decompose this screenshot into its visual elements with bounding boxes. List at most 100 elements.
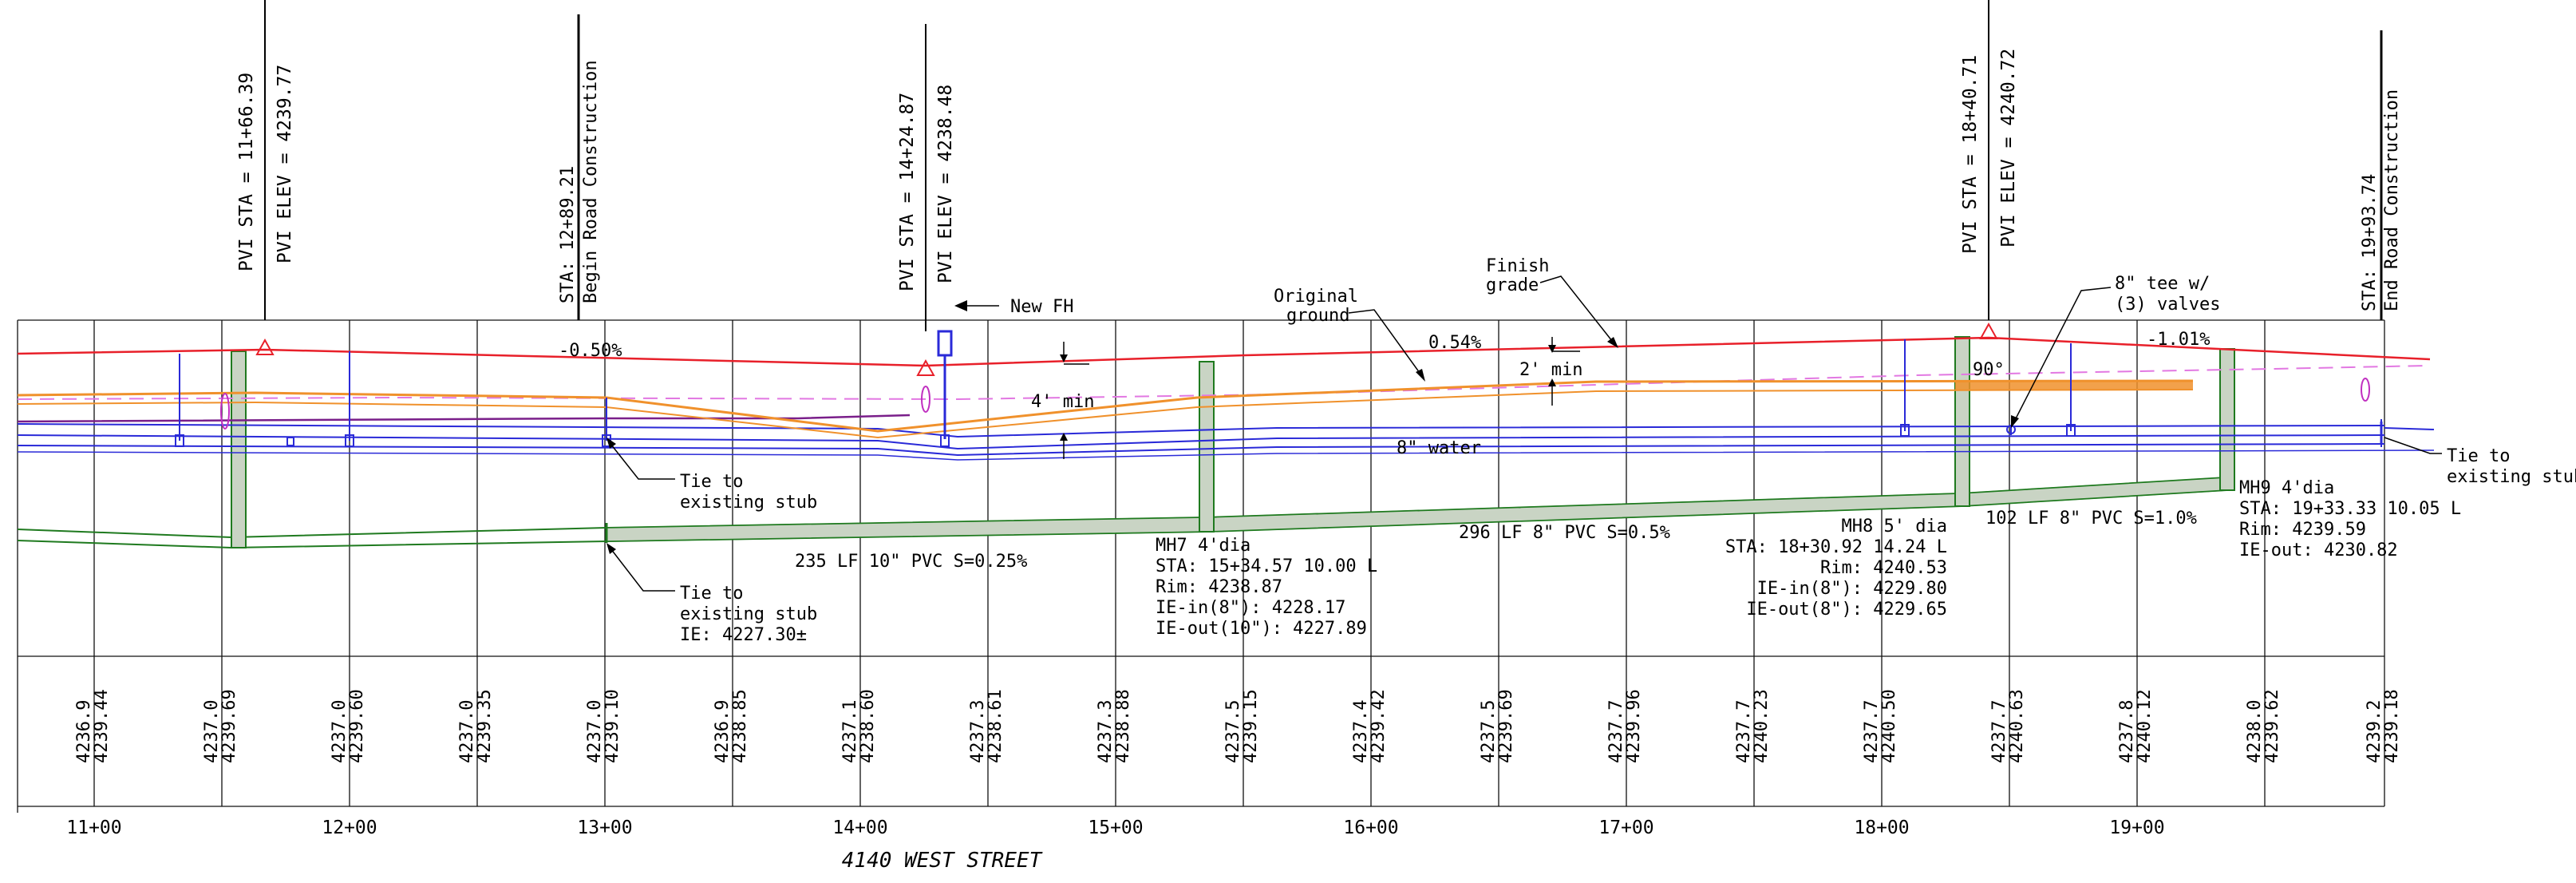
begin-sta-label: STA: 12+89.21: [558, 166, 578, 303]
station-label: 12+00: [322, 818, 377, 838]
finish-elevation: 4238.61: [986, 689, 1006, 763]
station-label: 13+00: [577, 818, 632, 838]
existing-elevation: 4236.9: [713, 700, 733, 763]
existing-elevation: 4237.0: [330, 700, 350, 763]
pvi-triangle-1: [255, 338, 275, 355]
existing-elevation: 4237.1: [840, 700, 860, 763]
tie-label: IE: 4227.30±: [680, 625, 807, 645]
station-label: 11+00: [66, 818, 121, 838]
finish-grade-line: [17, 336, 2431, 367]
ninety-degree-label: 90°: [1973, 360, 2005, 380]
existing-elevation: 4237.0: [585, 700, 605, 763]
pvi-elev-label: PVI ELEV = 4239.77: [275, 65, 295, 263]
elevation-columns: 4236.9 4239.44 4237.0 4239.69 4237.0 423…: [74, 689, 2402, 763]
end-text-label: End Road Construction: [2382, 89, 2402, 311]
mh8-line: STA: 18+30.92 14.24 L: [1725, 537, 1947, 557]
finish-elevation: 4238.85: [730, 689, 750, 763]
grade-label-3: -1.01%: [2147, 330, 2210, 350]
finish-grade-label: Finish: [1486, 256, 1549, 276]
pvi-sta-label: PVI STA = 18+40.71: [1960, 55, 1981, 254]
finish-elevation: 4240.63: [2007, 689, 2027, 763]
mh9-label: MH9 4'dia STA: 19+33.33 10.05 L Rim: 423…: [2239, 478, 2461, 560]
mh8-line: IE-in(8"): 4229.80: [1757, 579, 1947, 599]
existing-elevation: 4236.9: [74, 700, 94, 763]
tie-label: Tie to: [680, 584, 743, 604]
existing-elevation: 4237.5: [1223, 700, 1243, 763]
new-fh-callout: New FH: [954, 297, 1073, 317]
original-ground-callout: Original ground: [1274, 287, 1425, 382]
finish-elevation: 4238.88: [1113, 689, 1133, 763]
original-ground-line: [17, 379, 2194, 439]
two-min-label: 2' min: [1519, 360, 1582, 380]
street-title: 4140 WEST STREET: [842, 849, 1043, 873]
station-label: 14+00: [832, 818, 887, 838]
tie-callout-1: Tie to existing stub: [606, 438, 817, 513]
finish-elevation: 4238.60: [858, 689, 878, 763]
mh7-line: STA: 15+34.57 10.00 L: [1156, 556, 1377, 576]
station-label: 19+00: [2109, 818, 2164, 838]
station-label: 18+00: [1854, 818, 1909, 838]
existing-elevation: 4237.4: [1351, 700, 1371, 763]
pvi-3: PVI STA = 18+40.71 PVI ELEV = 4240.72: [1960, 0, 2019, 320]
four-min-label: 4' min: [1031, 392, 1094, 412]
pipe-label: 102 LF 8" PVC S=1.0%: [1985, 509, 2197, 529]
manhole-mh1: [231, 350, 247, 548]
mh9-line: MH9 4'dia: [2239, 478, 2334, 498]
existing-elevation: 4237.7: [1734, 700, 1754, 763]
mh8-line: Rim: 4240.53: [1820, 558, 1947, 578]
mh8-line: IE-out(8"): 4229.65: [1746, 600, 1947, 620]
pvi-sta-label: PVI STA = 14+24.87: [897, 93, 918, 291]
begin-text-label: Begin Road Construction: [581, 60, 601, 303]
finish-elevation: 4240.50: [1879, 689, 1899, 763]
profile-grid: [17, 319, 2385, 813]
mh7-line: Rim: 4238.87: [1156, 577, 1282, 597]
station-label: 16+00: [1343, 818, 1398, 838]
end-sta-label: STA: 19+93.74: [2360, 174, 2380, 311]
existing-elevation: 4237.7: [1989, 700, 2009, 763]
station-labels: 11+00 12+00 13+00 14+00 15+00 16+00 17+0…: [66, 818, 2164, 838]
finish-elevation: 4239.35: [475, 689, 495, 763]
existing-elevation: 4237.5: [1479, 700, 1499, 763]
station-label: 17+00: [1598, 818, 1653, 838]
finish-elevation: 4239.15: [1241, 689, 1261, 763]
water-label: 8" water: [1397, 438, 1481, 458]
water-main: [17, 423, 2435, 461]
new-fh-label: New FH: [1010, 297, 1073, 317]
existing-elevation: 4237.7: [1606, 700, 1626, 763]
gas-valve-icons: [220, 378, 2370, 430]
pvi-elev-label: PVI ELEV = 4238.48: [935, 85, 956, 283]
pvi-elev-label: PVI ELEV = 4240.72: [1998, 49, 2019, 247]
existing-elevation: 4239.2: [2365, 700, 2384, 763]
fire-hydrant-icon: [921, 330, 953, 447]
finish-elevation: 4239.69: [219, 689, 239, 763]
tie-label: existing stub: [680, 493, 817, 513]
pipe-label: 296 LF 8" PVC S=0.5%: [1459, 523, 1670, 543]
existing-elevation: 4237.3: [1096, 700, 1116, 763]
four-min-dimension: 4' min: [1031, 342, 1094, 459]
finish-elevation: 4239.10: [603, 689, 622, 763]
pipe-label: 235 LF 10" PVC S=0.25%: [795, 552, 1027, 572]
pvi-triangle-3: [1979, 322, 1998, 339]
finish-elevation: 4240.23: [1752, 689, 1772, 763]
finish-elevation: 4239.18: [2382, 689, 2402, 763]
finish-elevation: 4240.12: [2135, 689, 2155, 763]
tee-label: 8" tee w/: [2115, 274, 2210, 294]
finish-elevation: 4239.69: [1496, 689, 1516, 763]
tee-callout: 8" tee w/ (3) valves: [2011, 274, 2220, 428]
tie-label: existing stub: [2447, 467, 2576, 487]
grade-label-2: 0.54%: [1428, 333, 1481, 353]
existing-elevation: 4237.7: [1862, 700, 1882, 763]
finish-grade-label: grade: [1486, 275, 1539, 295]
mh7-line: IE-out(10"): 4227.89: [1156, 619, 1367, 639]
mh7-line: IE-in(8"): 4228.17: [1156, 598, 1345, 618]
finish-grade-callout: Finish grade: [1486, 256, 1618, 348]
finish-elevation: 4239.96: [1624, 689, 1644, 763]
mh9-line: IE-out: 4230.82: [2239, 540, 2398, 560]
mh8-label: MH8 5' dia STA: 18+30.92 14.24 L Rim: 42…: [1725, 517, 1947, 620]
pvi-2: PVI STA = 14+24.87 PVI ELEV = 4238.48: [897, 24, 956, 331]
original-ground-label: Original: [1274, 287, 1358, 307]
pvi-sta-label: PVI STA = 11+66.39: [236, 73, 257, 271]
station-label: 15+00: [1088, 818, 1143, 838]
existing-elevation: 4238.0: [2245, 700, 2265, 763]
mh9-line: STA: 19+33.33 10.05 L: [2239, 499, 2461, 519]
